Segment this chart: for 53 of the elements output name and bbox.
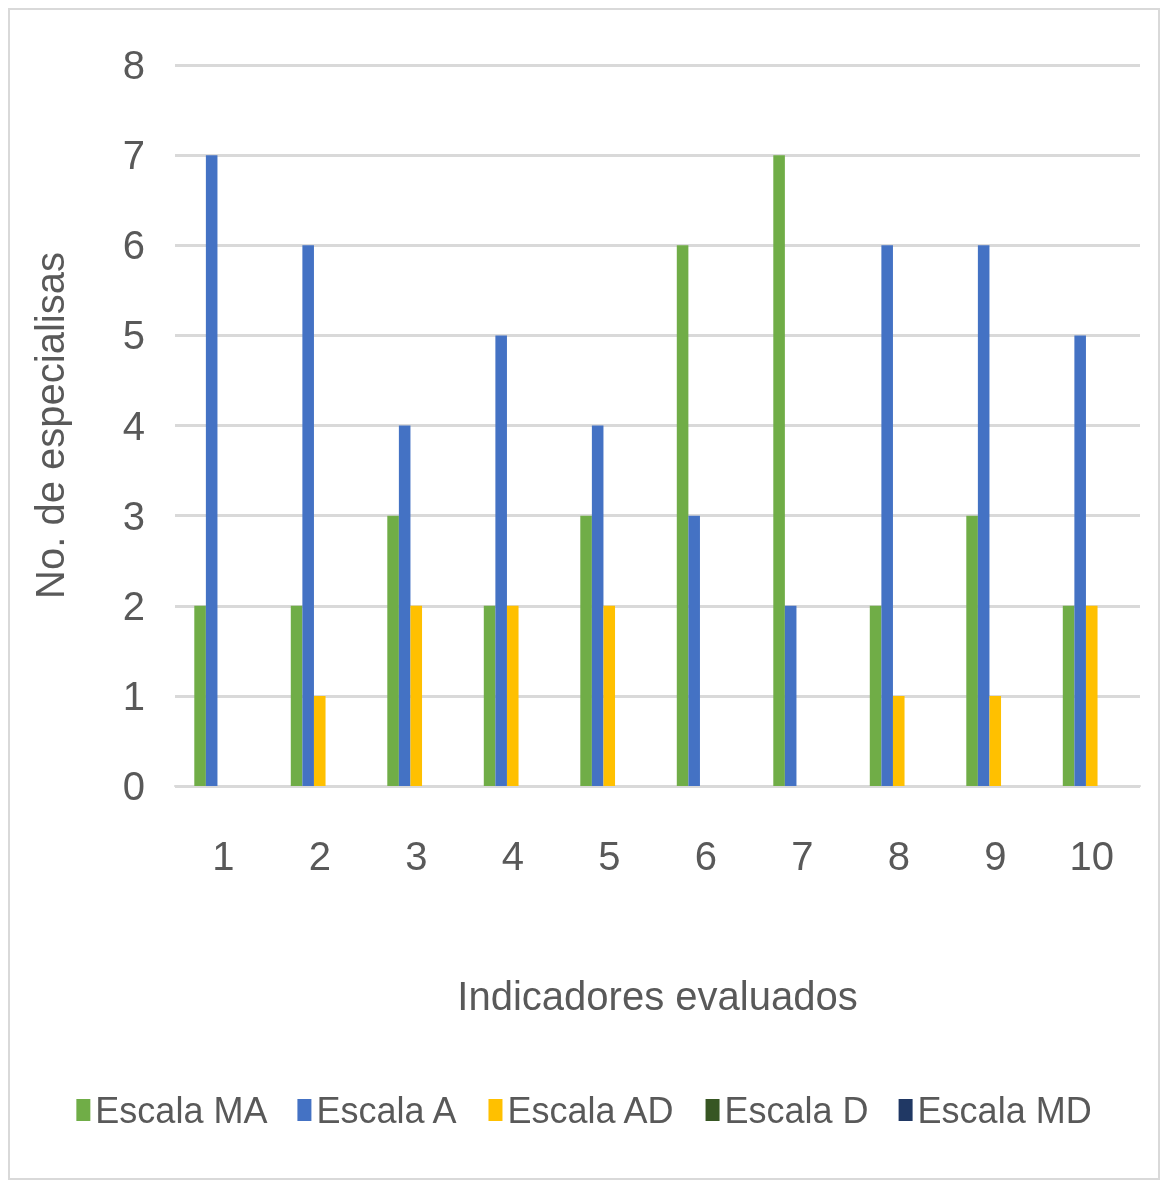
- y-tick-label: 0: [122, 764, 145, 808]
- bar: [483, 605, 496, 786]
- y-tick-label: 5: [122, 313, 145, 358]
- bar: [194, 605, 206, 786]
- x-tick-label: 3: [405, 834, 428, 878]
- bar: [580, 515, 592, 786]
- bar: [398, 425, 411, 786]
- bar: [1085, 605, 1098, 786]
- bar: [676, 245, 689, 786]
- y-tick-label: 8: [122, 43, 145, 87]
- x-tick-label: 2: [308, 834, 331, 878]
- bar: [591, 425, 604, 786]
- legend-label: Escala AD: [507, 1089, 674, 1131]
- bar: [881, 245, 893, 786]
- bar: [977, 245, 990, 786]
- bar: [784, 605, 797, 786]
- y-tick-label: 4: [122, 403, 145, 448]
- y-axis-title: No. de especialisas: [28, 252, 72, 599]
- y-tick-label: 7: [122, 133, 145, 178]
- legend-label: Escala MA: [95, 1089, 268, 1131]
- bar: [603, 605, 616, 786]
- x-tick-label: 6: [694, 834, 717, 878]
- bar: [989, 695, 1002, 786]
- legend-label: Escala A: [316, 1089, 457, 1131]
- y-tick-label: 1: [122, 673, 145, 718]
- bar: [410, 605, 423, 786]
- bar: [313, 695, 326, 786]
- x-tick-label: 7: [791, 834, 814, 878]
- y-tick-label: 3: [122, 493, 145, 538]
- y-tick-label: 2: [122, 583, 145, 628]
- legend-label: Escala D: [724, 1089, 869, 1131]
- bar: [869, 605, 882, 786]
- bar: [302, 245, 314, 786]
- bar: [892, 695, 905, 786]
- x-tick-label: 9: [984, 834, 1007, 878]
- x-tick-label: 1: [212, 834, 235, 878]
- bar: [773, 155, 785, 786]
- x-tick-label: 10: [1069, 834, 1114, 878]
- bar: [688, 515, 700, 786]
- x-tick-label: 4: [501, 834, 524, 878]
- x-axis-title: Indicadores evaluados: [457, 974, 858, 1018]
- bar: [506, 605, 519, 786]
- bar: [495, 335, 507, 786]
- x-tick-label: 8: [887, 834, 910, 878]
- x-tick-label: 5: [598, 834, 621, 878]
- y-tick-label: 6: [122, 223, 145, 268]
- legend-label: Escala MD: [917, 1089, 1092, 1131]
- bar: [1062, 605, 1075, 786]
- bar: [290, 605, 303, 786]
- bar: [1074, 335, 1086, 786]
- bar: [966, 515, 978, 786]
- bar: [205, 155, 218, 786]
- bar: [387, 515, 399, 786]
